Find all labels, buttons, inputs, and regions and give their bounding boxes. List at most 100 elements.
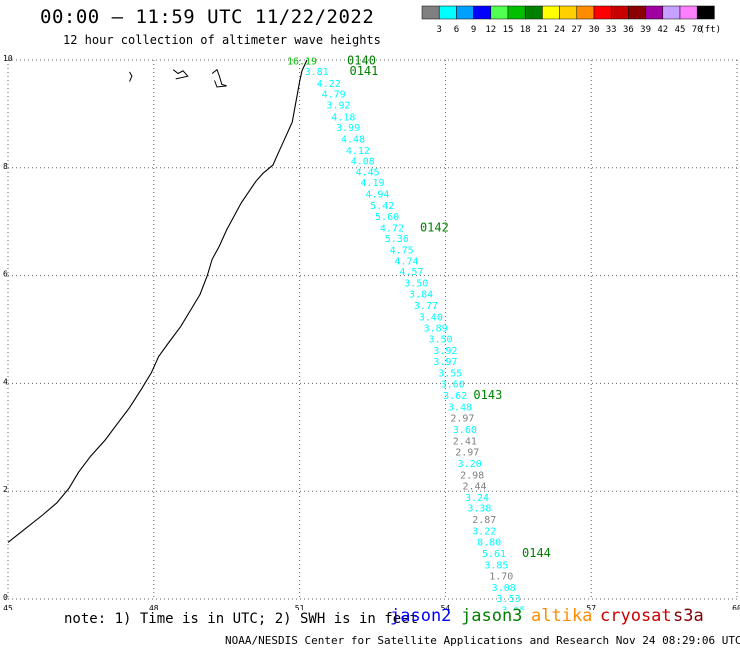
island-outline <box>172 69 189 80</box>
satellite-jason3: jason3 <box>461 606 523 626</box>
coastline <box>7 59 308 543</box>
legend-label: 36 <box>623 25 634 35</box>
legend-label: 33 <box>606 25 617 35</box>
color-legend: 3 6 9 12 15 18 21 24 27 30 33 36 39 42 45 70(ft) <box>421 5 721 35</box>
wave-height-label: 5.36 <box>385 234 409 245</box>
note-text: note: 1) Time is in UTC; 2) SWH is in fe… <box>64 611 419 627</box>
wave-height-label: 4.75 <box>390 246 414 257</box>
wave-height-label: 2.87 <box>472 515 496 526</box>
legend-label: 12 <box>485 25 496 35</box>
wave-height-label: 3.48 <box>448 402 472 413</box>
wave-height-label: 2.44 <box>463 482 487 493</box>
wave-height-label: 8.80 <box>477 538 501 549</box>
lat-tick-label: 6 <box>3 270 8 279</box>
wave-height-label: 3.55 <box>438 368 462 379</box>
wave-height-label: 3.65 <box>501 606 525 610</box>
wave-height-label: 4.12 <box>346 146 370 157</box>
wave-height-label: 4.94 <box>365 189 389 200</box>
footer-credit: NOAA/NESDIS Center for Satellite Applica… <box>225 634 740 647</box>
wave-height-label: 4.18 <box>331 112 355 123</box>
wave-height-label: 5.42 <box>370 201 394 212</box>
legend-label: 3 <box>436 25 441 35</box>
legend-label: 30 <box>589 25 600 35</box>
wave-height-label: 2.41 <box>453 436 477 447</box>
map-title: 00:00 – 11:59 UTC 11/22/2022 <box>40 6 375 28</box>
wave-height-label: 3.60 <box>441 380 465 391</box>
coastline-path <box>7 59 308 543</box>
satellite-cryosat: cryosat <box>600 606 672 626</box>
island-outline <box>211 68 227 88</box>
legend-label: 21 <box>537 25 548 35</box>
legend-label: 70 <box>692 25 703 35</box>
wave-height-label: 4.57 <box>399 267 423 278</box>
wave-height-label: 3.22 <box>472 526 496 537</box>
lat-tick-label: 4 <box>3 377 8 386</box>
lat-tick-label: 10 <box>3 54 13 63</box>
time-label: 0141 <box>349 64 378 78</box>
legend-swatch <box>696 5 715 20</box>
lat-tick-label: 2 <box>3 485 8 494</box>
legend-label: 45 <box>675 25 686 35</box>
legend-label: 18 <box>520 25 531 35</box>
lat-tick-label: 0 <box>3 593 8 602</box>
wave-height-label: 3.84 <box>409 290 433 301</box>
wave-height-label: 3.97 <box>433 357 457 368</box>
wave-height-label: 2.97 <box>455 448 479 459</box>
lon-tick-label: 60 <box>732 604 740 610</box>
legend-label: 42 <box>657 25 668 35</box>
satellite-jason2: jason2 <box>390 606 452 626</box>
time-label: 0144 <box>522 546 551 560</box>
wave-height-label: 3.24 <box>465 493 489 504</box>
wave-height-label: 3.81 <box>305 67 329 78</box>
wave-height-label: 5.61 <box>482 549 506 560</box>
altimeter-track: 16.193.814.224.793.924.183.994.484.124.0… <box>287 53 551 610</box>
legend-label: 27 <box>571 25 582 35</box>
wave-height-label: 3.89 <box>424 324 448 335</box>
wave-height-label: 4.45 <box>356 167 380 178</box>
wave-height-label: 3.62 <box>443 391 467 402</box>
legend-unit: (ft) <box>699 25 721 35</box>
time-label: 0140 <box>347 53 376 67</box>
legend-label: 6 <box>454 25 459 35</box>
lon-tick-label: 57 <box>586 604 596 610</box>
lon-tick-label: 48 <box>149 604 159 610</box>
wave-height-label: 1.70 <box>489 572 513 583</box>
wave-height-map: 45 48 51 54 57 60 0 2 4 6 8 10 16.193.814.224.793.9… <box>3 53 740 610</box>
wave-height-label: 4.79 <box>322 90 346 101</box>
wave-height-label: 2.97 <box>450 414 474 425</box>
wave-height-label: 4.74 <box>394 256 418 267</box>
lon-tick-label: 51 <box>295 604 305 610</box>
wave-height-label: 3.20 <box>458 459 482 470</box>
lon-tick-label: 54 <box>441 604 451 610</box>
wave-height-label: 3.08 <box>492 583 516 594</box>
map-grid <box>7 59 738 600</box>
legend-label: 9 <box>471 25 476 35</box>
wave-height-label: 3.53 <box>497 594 521 605</box>
legend-label: 15 <box>503 25 514 35</box>
wave-height-label: 3.50 <box>428 334 452 345</box>
wave-height-label: 2.98 <box>460 470 484 481</box>
wave-height-label: 3.85 <box>484 560 508 571</box>
legend-label: 39 <box>640 25 651 35</box>
time-label: 0142 <box>420 220 449 234</box>
wave-height-label: 4.19 <box>360 178 384 189</box>
lon-tick-label: 45 <box>3 604 13 610</box>
map-subtitle: 12 hour collection of altimeter wave hei… <box>63 33 381 47</box>
island-outline <box>129 71 133 82</box>
wave-height-label: 3.92 <box>433 346 457 357</box>
wave-height-label: 4.08 <box>351 157 375 168</box>
wave-height-label: 5.60 <box>375 212 399 223</box>
legend-label: 24 <box>554 25 565 35</box>
wave-height-label: 3.50 <box>404 278 428 289</box>
wave-height-label: 3.92 <box>326 101 350 112</box>
satellite-altika: altika <box>531 606 593 626</box>
wave-height-label: 3.60 <box>453 425 477 436</box>
wave-height-label: 4.72 <box>380 223 404 234</box>
wave-height-label: 3.40 <box>419 312 443 323</box>
lat-tick-label: 8 <box>3 162 8 171</box>
wave-height-label: 4.22 <box>317 79 341 90</box>
time-label: 0143 <box>473 388 502 402</box>
satellite-s3a: s3a <box>673 606 704 626</box>
axis-ticks: 45 48 51 54 57 60 0 2 4 6 8 10 <box>3 54 740 610</box>
wave-height-label: 3.99 <box>336 123 360 134</box>
